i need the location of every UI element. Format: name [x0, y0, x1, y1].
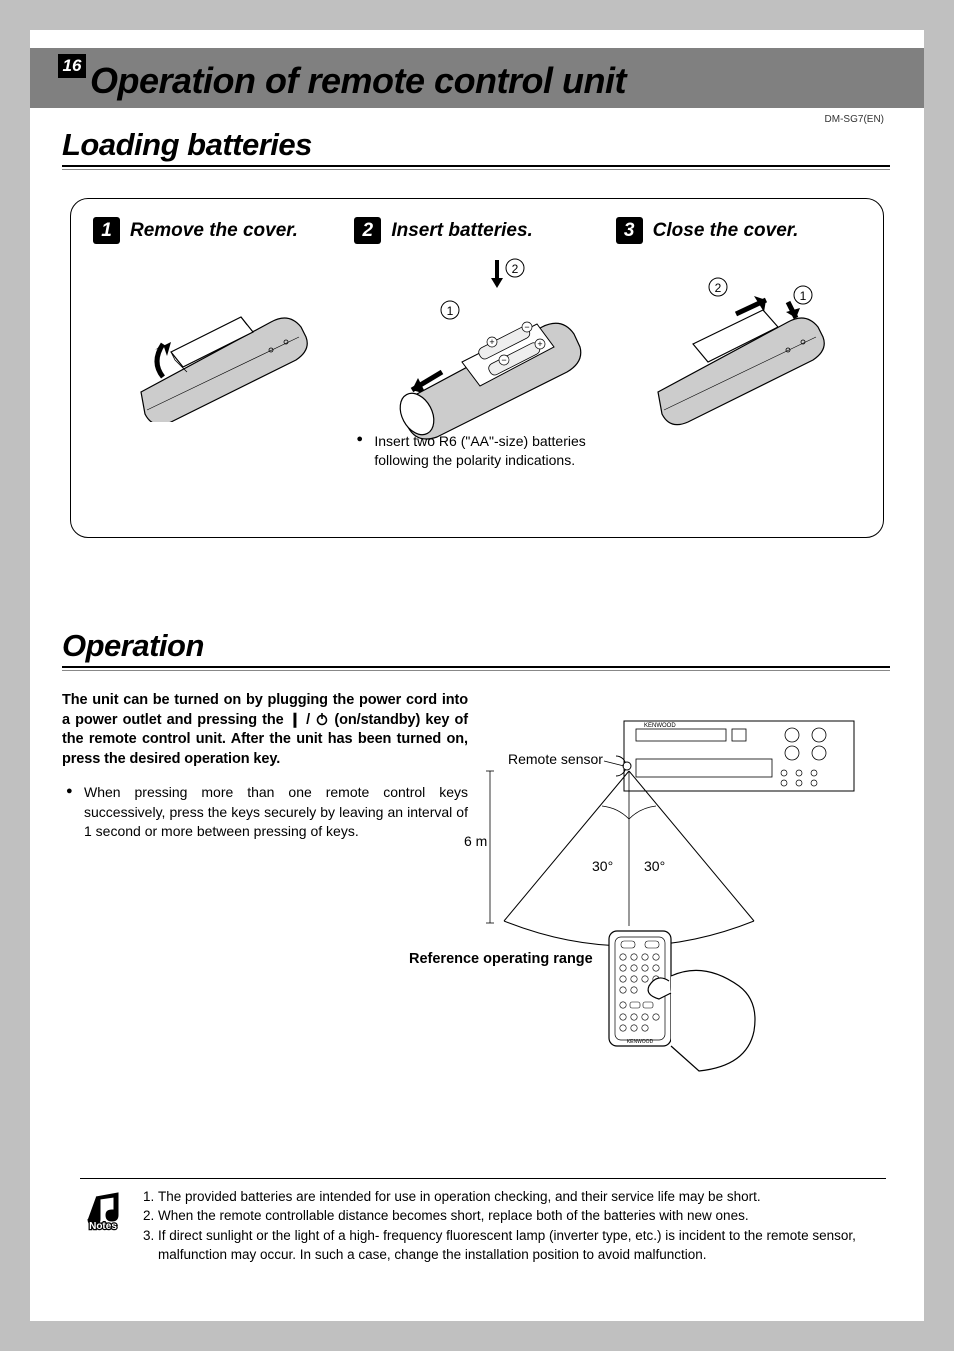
step-label-1: Remove the cover.	[130, 220, 298, 242]
step-label-2: Insert batteries.	[391, 220, 533, 242]
reference-range-label: Reference operating range	[409, 951, 593, 967]
svg-text:1: 1	[800, 289, 807, 303]
steps-box: 1 Remove the cover.	[70, 198, 884, 538]
document-id: DM-SG7(EN)	[30, 108, 924, 125]
svg-text:−: −	[524, 322, 529, 332]
operation-bullet: When pressing more than one remote contr…	[62, 783, 468, 842]
step-badge-1: 1	[93, 217, 120, 244]
svg-text:KENWOOD: KENWOOD	[627, 1039, 654, 1045]
operation-text-column: The unit can be turned on by plugging th…	[62, 691, 468, 1091]
notes-icon: Notes	[80, 1187, 128, 1265]
step-badge-2: 2	[354, 217, 381, 244]
step-3: 3 Close the cover. 2 1	[608, 217, 869, 523]
note-item: When the remote controllable distance be…	[158, 1206, 886, 1226]
step-2: 2 Insert batteries. 2 1	[346, 217, 607, 523]
svg-text:Notes: Notes	[89, 1221, 117, 1231]
power-icon	[315, 712, 329, 726]
step-note-2: Insert two R6 ("AA"-size) batteries foll…	[354, 432, 599, 470]
angle-left: 30°	[592, 858, 613, 874]
remote-insert-batteries-illustration: 2 1	[354, 262, 599, 432]
note-item: The provided batteries are intended for …	[158, 1187, 886, 1207]
page-number: 16	[58, 54, 86, 78]
svg-text:+: +	[537, 339, 542, 349]
remote-close-cover-illustration: 2 1	[616, 262, 861, 432]
step-label-3: Close the cover.	[653, 220, 799, 242]
remote-sensor-label: Remote sensor	[508, 751, 603, 767]
section-title-operation: Operation	[62, 628, 924, 664]
svg-text:+: +	[489, 337, 494, 347]
remote-remove-cover-illustration	[93, 262, 338, 432]
section-title-loading: Loading batteries	[62, 127, 924, 163]
step-badge-3: 3	[616, 217, 643, 244]
header-title: Operation of remote control unit	[90, 60, 626, 102]
operation-intro: The unit can be turned on by plugging th…	[62, 691, 468, 769]
notes-section: Notes The provided batteries are intende…	[80, 1178, 886, 1265]
angle-right: 30°	[644, 858, 665, 874]
note-item: If direct sunlight or the light of a hig…	[158, 1226, 886, 1265]
distance-label: 6 m	[464, 833, 487, 849]
svg-text:1: 1	[447, 304, 454, 318]
header-bar: 16 Operation of remote control unit	[30, 48, 924, 108]
svg-text:−: −	[501, 355, 506, 365]
section-rule	[62, 666, 890, 671]
svg-text:2: 2	[715, 281, 722, 295]
svg-text:KENWOOD: KENWOOD	[644, 723, 676, 729]
section-rule	[62, 165, 890, 170]
svg-text:2: 2	[512, 262, 519, 276]
step-1: 1 Remove the cover.	[85, 217, 346, 523]
operation-diagram-column: Remote sensor 6 m Reference operating ra…	[484, 691, 884, 1091]
